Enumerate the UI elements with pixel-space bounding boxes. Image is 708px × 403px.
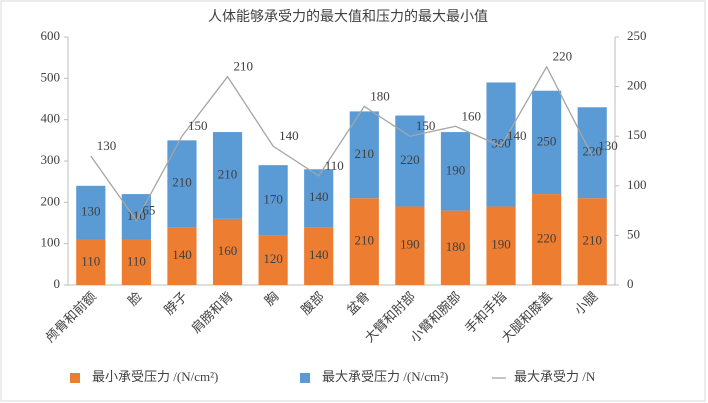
bar	[349, 111, 379, 199]
y-tick-label: 400	[41, 111, 61, 126]
chart-title: 人体能够承受力的最大值和压力的最大最小值	[208, 9, 488, 25]
value-label: 110	[81, 253, 100, 268]
line-value-label: 210	[234, 59, 254, 74]
line-value-label: 220	[553, 49, 573, 64]
bar	[395, 115, 425, 207]
bar	[577, 198, 607, 285]
bar	[532, 90, 562, 195]
bar	[76, 239, 106, 285]
bar	[121, 239, 151, 285]
bar	[258, 235, 288, 285]
bar	[258, 165, 288, 236]
bar	[167, 227, 197, 285]
y-tick-label: 300	[41, 152, 61, 167]
line	[90, 65, 593, 222]
y2-tick-label: 250	[627, 28, 647, 43]
y-tick-label: 600	[41, 28, 61, 43]
y2-tick-label: 150	[627, 127, 647, 142]
bar	[486, 206, 516, 285]
value-label: 210	[582, 233, 602, 248]
value-label: 220	[537, 231, 557, 246]
value-label: 190	[491, 237, 511, 252]
bar	[349, 198, 379, 285]
value-label: 130	[81, 204, 101, 219]
y-tick-label: 500	[41, 69, 61, 84]
line-value-label: 180	[370, 88, 390, 103]
legend-label: 最大承受压力 /(N/cm²)	[322, 369, 448, 384]
y-tick-label: 100	[41, 235, 61, 250]
y2-tick-label: 50	[627, 226, 640, 241]
bar	[440, 132, 471, 211]
legend-key	[300, 373, 310, 383]
value-label: 220	[400, 152, 420, 167]
value-label: 140	[172, 247, 192, 262]
bar	[76, 185, 106, 240]
bar	[395, 206, 425, 285]
y-tick-label: 200	[41, 193, 61, 208]
value-label: 250	[537, 133, 557, 148]
value-label: 210	[172, 175, 192, 190]
line-value-label: 140	[279, 128, 299, 143]
line-value-label: 130	[97, 138, 117, 153]
legend-key	[70, 373, 80, 383]
y2-tick-label: 200	[627, 78, 647, 93]
value-label: 300	[491, 135, 511, 150]
legend-label: 最小承受压力 /(N/cm²)	[92, 369, 218, 384]
value-label: 180	[446, 239, 466, 254]
bar	[304, 169, 334, 228]
bar	[212, 218, 243, 285]
value-label: 140	[309, 189, 329, 204]
value-label: 190	[400, 237, 420, 252]
value-label: 210	[355, 146, 375, 161]
line-value-label: 150	[188, 118, 208, 133]
value-label: 210	[355, 233, 375, 248]
value-label: 170	[263, 191, 283, 206]
line-value-label: 130	[598, 138, 618, 153]
bar	[532, 194, 562, 285]
bar	[440, 210, 471, 285]
value-label: 110	[127, 253, 146, 268]
bar	[486, 82, 516, 207]
y-tick-label: 0	[54, 276, 61, 291]
bar	[304, 227, 334, 285]
y2-tick-label: 100	[627, 177, 647, 192]
value-label: 140	[309, 247, 329, 262]
line-value-label: 160	[461, 108, 481, 123]
line-value-label: 110	[325, 158, 344, 173]
y2-tick-label: 0	[627, 276, 634, 291]
legend-label: 最大承受力 /N	[514, 369, 596, 384]
value-label: 210	[218, 166, 238, 181]
line-value-label: 65	[142, 203, 155, 218]
line-value-label: 140	[507, 128, 526, 143]
value-label: 120	[263, 251, 283, 266]
bar	[577, 107, 607, 199]
bar	[212, 132, 243, 219]
value-label: 160	[218, 243, 238, 258]
line-value-label: 150	[416, 118, 436, 133]
value-label: 190	[446, 162, 466, 177]
